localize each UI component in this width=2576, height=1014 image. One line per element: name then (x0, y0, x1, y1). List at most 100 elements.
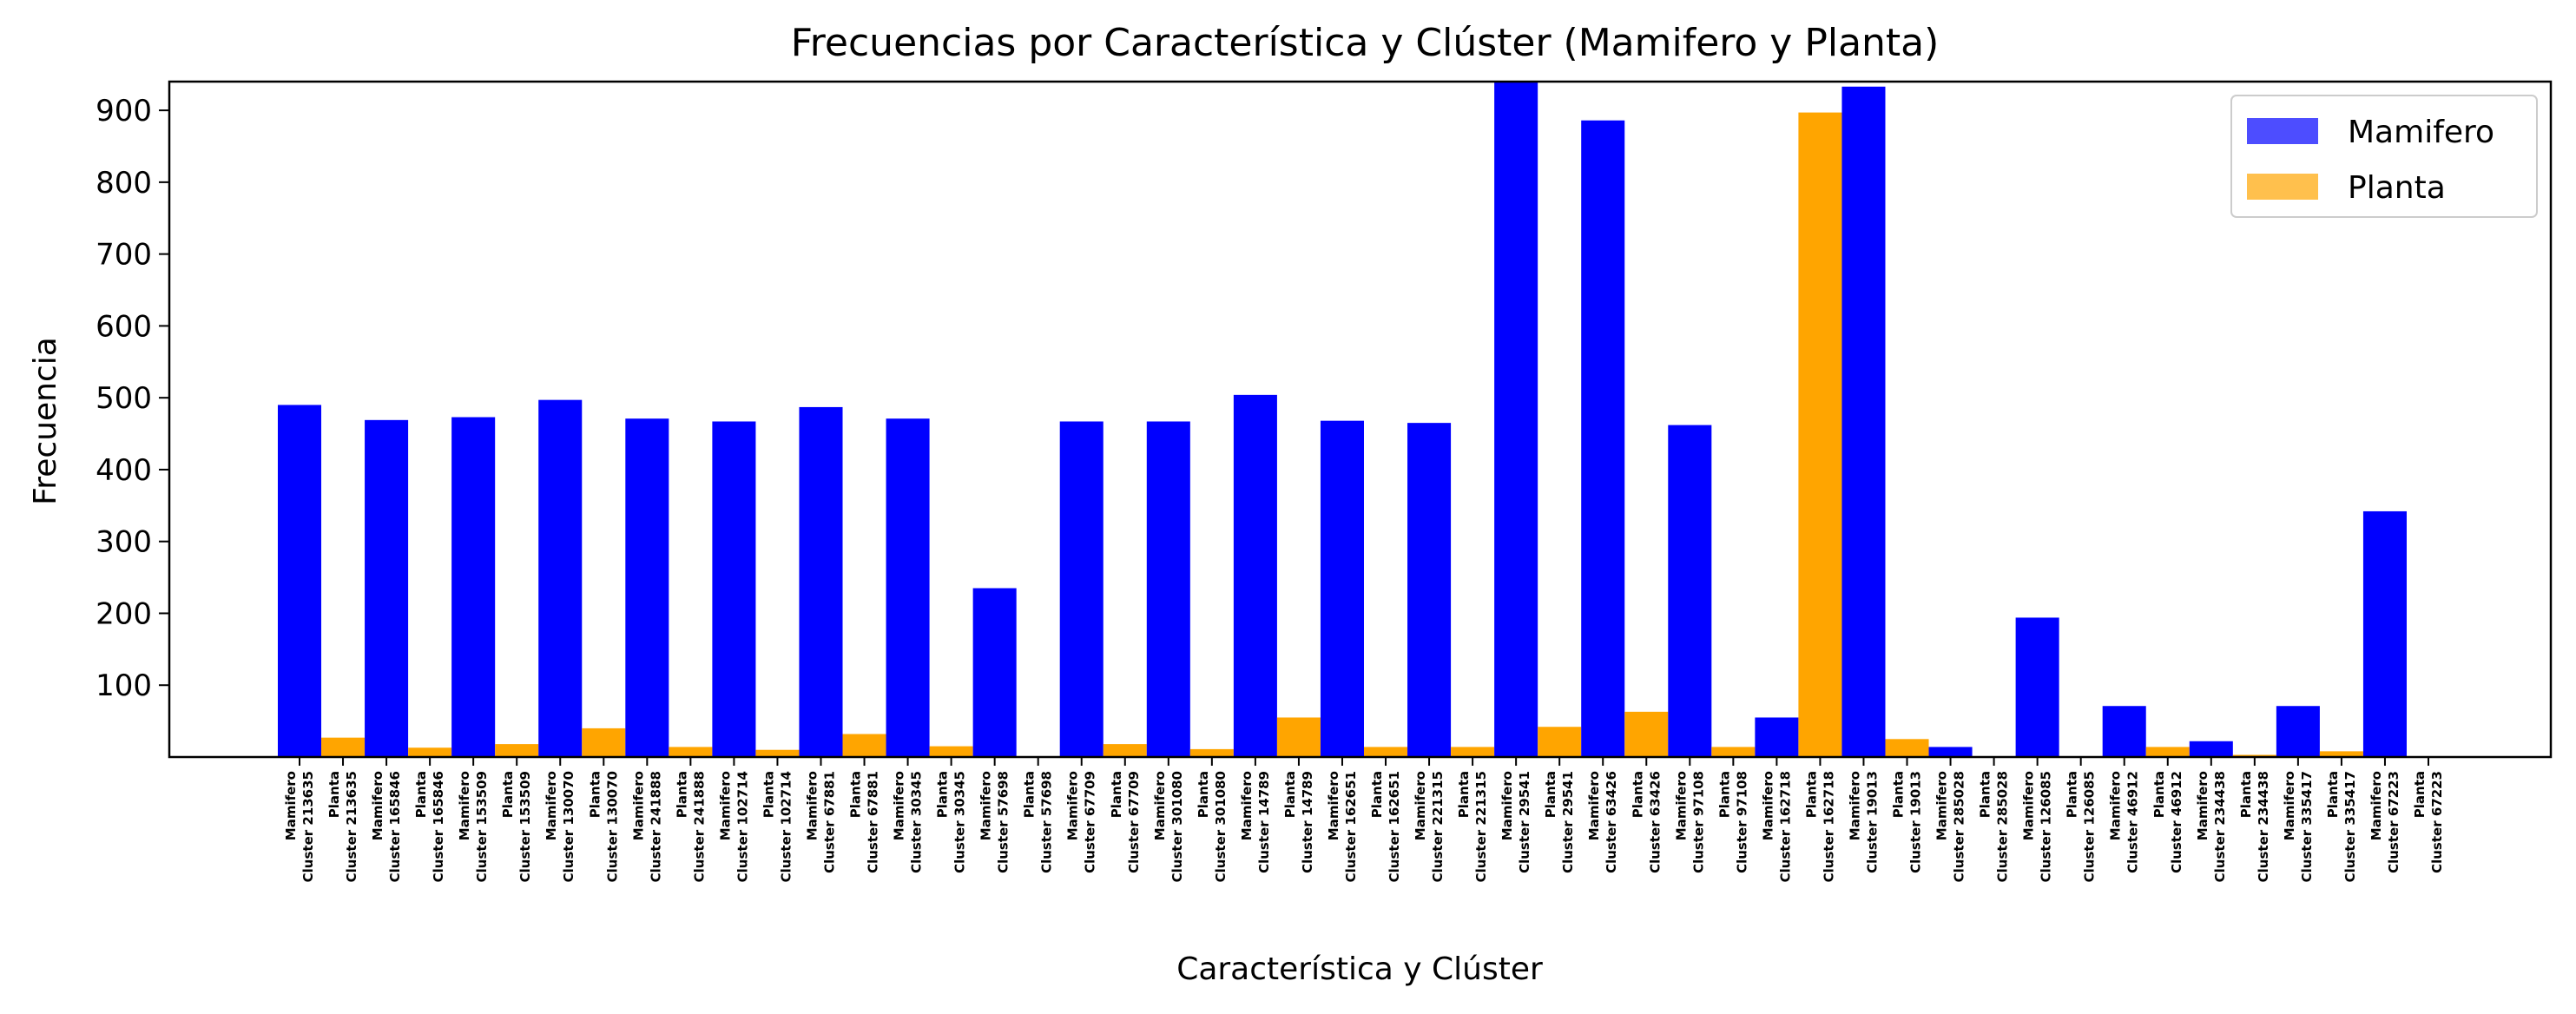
x-tick-label: Planta Cluster 67223 (2412, 771, 2445, 873)
x-tick-label: Mamifero Cluster 67223 (2368, 771, 2401, 873)
bar-mamifero-40 (2015, 617, 2059, 757)
bar-mamifero-42 (2102, 706, 2146, 757)
bar-mamifero-24 (1320, 420, 1364, 757)
y-axis-ticks: 100 200 300 400 500 600 700 800 900 (96, 94, 169, 703)
x-tick-label-line: Planta (1109, 771, 1124, 818)
x-tick-label: Mamifero Cluster 335417 (2282, 771, 2315, 882)
x-tick-label-line: Cluster 67709 (1083, 771, 1098, 873)
x-tick-label-line: Mamifero (2282, 771, 2297, 840)
bar-planta-23 (1276, 717, 1321, 757)
bar-mamifero-34 (1755, 717, 1799, 757)
bar-planta-3 (408, 747, 452, 757)
bar-mamifero-28 (1494, 82, 1538, 757)
x-tick-label-line: Planta (2412, 771, 2428, 818)
x-tick-label-line: Planta (1716, 771, 1732, 818)
x-tick-label-line: Mamifero (544, 771, 559, 840)
bar-mamifero-30 (1581, 120, 1625, 758)
x-tick-label-line: Mamifero (1239, 771, 1255, 840)
legend-label-mamifero: Mamifero (2348, 115, 2494, 150)
bar-mamifero-6 (538, 399, 583, 757)
x-tick-label-line: Mamifero (2368, 771, 2384, 840)
x-tick-label-line: Planta (1196, 771, 1211, 818)
y-tick-label: 700 (96, 238, 152, 273)
x-tick-label-line: Cluster 67709 (1126, 771, 1142, 873)
x-tick-label: Mamifero Cluster 126085 (2021, 771, 2054, 882)
x-tick-label-line: Planta (1630, 771, 1645, 818)
chart-title: Frecuencias por Característica y Clúster… (791, 21, 1940, 65)
x-tick-label-line: Cluster 126085 (2082, 771, 2098, 882)
x-tick-label-line: Cluster 162651 (1387, 771, 1402, 882)
x-tick-label-line: Cluster 63426 (1604, 771, 1619, 873)
x-tick-label: Planta Cluster 153509 (500, 771, 533, 882)
bars-group (277, 82, 2451, 758)
y-tick-label: 900 (96, 94, 152, 128)
x-tick-label: Planta Cluster 102714 (761, 771, 794, 882)
x-tick-label-line: Cluster 234438 (2256, 771, 2271, 882)
x-tick-label-line: Mamifero (978, 771, 994, 840)
bar-mamifero-46 (2276, 706, 2320, 757)
x-tick-label-line: Cluster 301080 (1213, 771, 1229, 882)
bar-planta-1 (321, 737, 366, 757)
x-tick-label-line: Cluster 57698 (996, 771, 1011, 873)
x-tick-label-line: Cluster 130070 (604, 771, 620, 882)
x-tick-label-line: Planta (935, 771, 951, 818)
x-tick-label-line: Cluster 162651 (1343, 771, 1359, 882)
x-tick-label: Mamifero Cluster 97108 (1673, 771, 1706, 873)
x-tick-label: Mamifero Cluster 46912 (2108, 771, 2141, 873)
x-tick-label-line: Planta (1891, 771, 1907, 818)
x-tick-label-line: Cluster 221315 (1473, 771, 1489, 882)
x-tick-label-line: Cluster 153509 (517, 771, 533, 882)
bar-mamifero-4 (451, 417, 496, 757)
x-tick-label-line: Cluster 14789 (1300, 771, 1315, 873)
x-tick-label: Planta Cluster 29541 (1543, 771, 1576, 873)
x-tick-label-line: Mamifero (717, 771, 733, 840)
x-tick-label-line: Mamifero (1065, 771, 1081, 840)
bar-mamifero-32 (1668, 425, 1712, 757)
x-tick-label-line: Planta (587, 771, 603, 818)
x-tick-label-line: Mamifero (2108, 771, 2124, 840)
x-tick-label-line: Cluster 162718 (1777, 771, 1793, 882)
x-tick-label-line: Cluster 165846 (431, 771, 446, 882)
x-tick-label: Mamifero Cluster 67709 (1065, 771, 1098, 873)
bar-planta-11 (755, 749, 800, 757)
x-tick-label-line: Planta (413, 771, 429, 818)
x-tick-label: Planta Cluster 126085 (2065, 771, 2098, 882)
x-tick-label-line: Mamifero (1326, 771, 1341, 840)
x-tick-label: Planta Cluster 130070 (587, 771, 620, 882)
bar-mamifero-36 (1841, 86, 1886, 757)
x-tick-label-line: Cluster 67223 (2386, 771, 2401, 873)
x-tick-label-line: Planta (761, 771, 776, 818)
x-tick-label-line: Cluster 67881 (866, 771, 881, 873)
bar-mamifero-16 (972, 588, 1017, 757)
x-tick-label-line: Cluster 63426 (1647, 771, 1663, 873)
x-tick-label: Planta Cluster 57698 (1022, 771, 1055, 873)
y-tick-label: 800 (96, 166, 152, 201)
x-tick-label-line: Mamifero (283, 771, 299, 840)
x-tick-label: Planta Cluster 241888 (674, 771, 707, 882)
x-tick-label: Planta Cluster 67881 (848, 771, 881, 873)
x-tick-label-line: Cluster 14789 (1256, 771, 1272, 873)
x-tick-label-line: Cluster 130070 (561, 771, 576, 882)
x-tick-label-line: Cluster 126085 (2039, 771, 2054, 882)
bar-mamifero-20 (1146, 421, 1190, 757)
x-tick-label-line: Mamifero (1673, 771, 1689, 840)
x-tick-label-line: Cluster 234438 (2212, 771, 2228, 882)
x-tick-label-line: Cluster 57698 (1039, 771, 1055, 873)
x-tick-label: Planta Cluster 46912 (2151, 771, 2184, 873)
bar-mamifero-44 (2189, 741, 2233, 757)
x-tick-label-line: Cluster 19013 (1864, 771, 1880, 873)
x-tick-label: Mamifero Cluster 285028 (1934, 771, 1967, 882)
x-tick-label-line: Mamifero (1413, 771, 1428, 840)
x-tick-label: Planta Cluster 301080 (1196, 771, 1229, 882)
x-tick-label-line: Cluster 29541 (1560, 771, 1576, 873)
x-tick-label-line: Planta (1543, 771, 1558, 818)
x-tick-label-line: Cluster 241888 (691, 771, 707, 882)
bar-mamifero-12 (799, 406, 843, 757)
legend: Mamifero Planta (2230, 95, 2538, 218)
bar-planta-15 (929, 746, 973, 757)
x-tick-label: Planta Cluster 19013 (1891, 771, 1924, 873)
bar-planta-37 (1885, 739, 1929, 757)
x-tick-label-line: Mamifero (1499, 771, 1515, 840)
